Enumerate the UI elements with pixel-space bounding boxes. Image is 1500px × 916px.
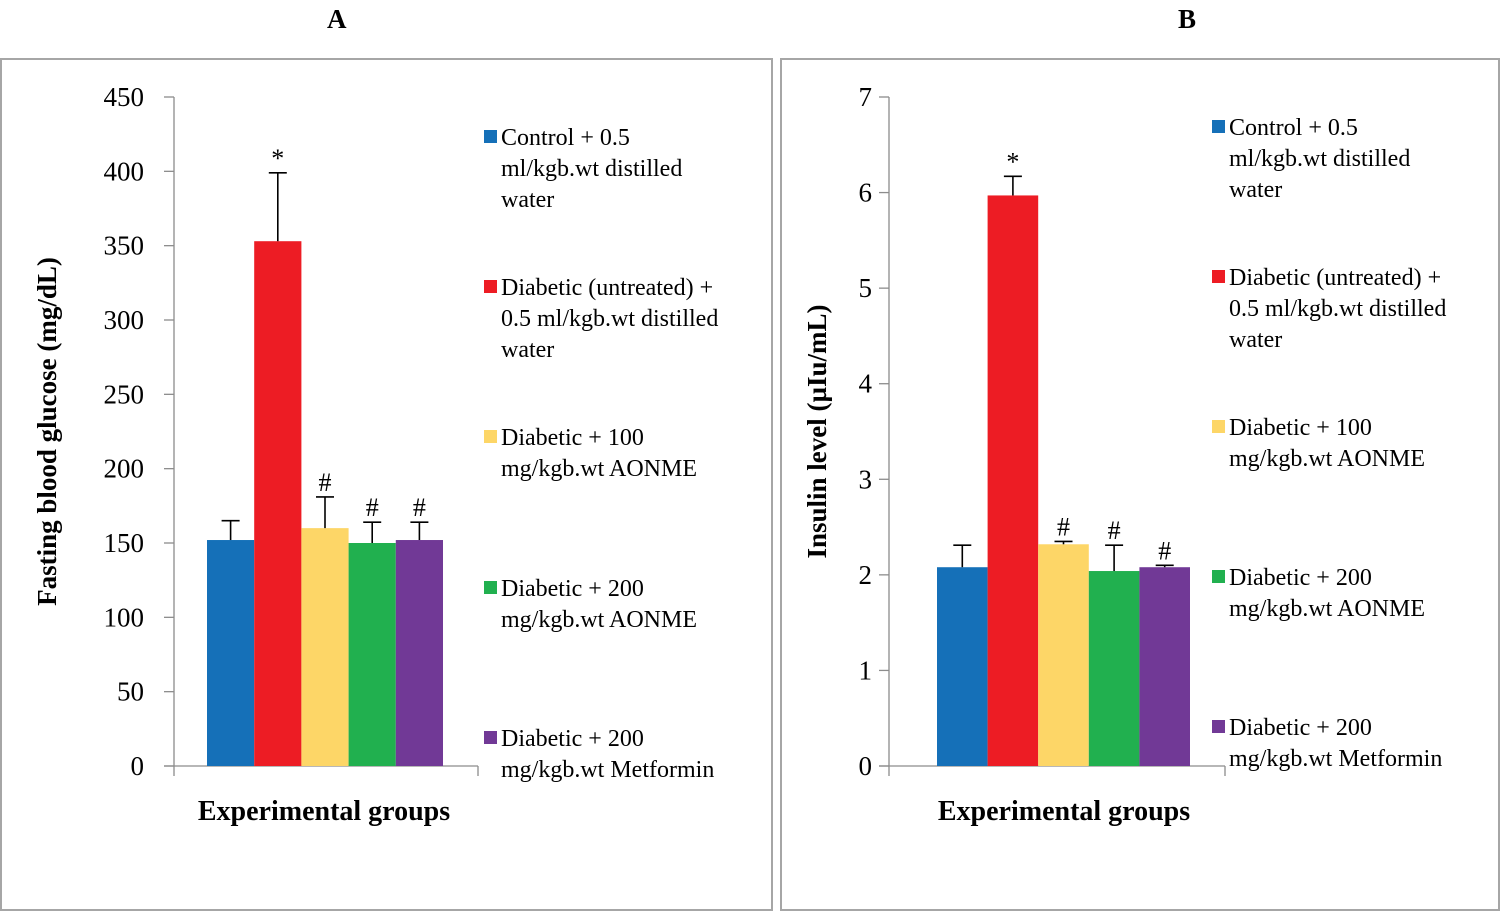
- y-tick-label: 0: [859, 751, 873, 781]
- bar-diabetic: [254, 241, 302, 766]
- bar-diabetic: [987, 195, 1039, 766]
- bar-aonme200: [348, 543, 396, 766]
- legend-swatch-diabetic: [1212, 270, 1225, 283]
- panel-letter-a: A: [327, 4, 347, 34]
- bar-aonme100: [1038, 544, 1089, 766]
- significance-marker: #: [1158, 536, 1171, 565]
- bar-metformin: [1139, 567, 1190, 766]
- y-tick-label: 4: [859, 369, 873, 399]
- y-tick-label: 0: [131, 751, 145, 781]
- legend-label: water: [1229, 327, 1282, 353]
- bar-chart-b: 0 1 2 3 4 5 6 7 Insulin level (µIu/mL) Experiment…: [802, 82, 1446, 827]
- legend-label: Control + 0.5: [1229, 115, 1358, 141]
- legend-label: Diabetic (untreated) +: [1229, 265, 1441, 291]
- legend-label: water: [1229, 177, 1282, 203]
- bar-metformin: [395, 540, 443, 766]
- y-tick-label: 450: [104, 82, 145, 112]
- legend-label: Diabetic + 200: [501, 576, 644, 602]
- significance-marker: #: [413, 493, 426, 522]
- legend-label: mg/kgb.wt AONME: [1229, 446, 1425, 472]
- legend-label: ml/kgb.wt distilled: [501, 156, 682, 182]
- legend-swatch-control: [484, 130, 497, 143]
- y-tick-label: 350: [104, 231, 145, 261]
- legend-label: Diabetic (untreated) +: [501, 275, 713, 301]
- y-tick-label: 3: [859, 464, 873, 494]
- legend-swatch-aonme100: [1212, 420, 1225, 433]
- legend-swatch-aonme200: [484, 581, 497, 594]
- legend-label: Control + 0.5: [501, 125, 630, 151]
- y-axis-title: Insulin level (µIu/mL): [802, 304, 832, 558]
- bar-control: [937, 567, 988, 766]
- significance-marker: *: [1006, 147, 1019, 176]
- chart-panel-a: 0 50 100 150 200 250 300 350 400 450 Fasting blood…: [0, 58, 773, 911]
- legend-label: mg/kgb.wt Metformin: [501, 757, 714, 783]
- bar-chart-a: 0 50 100 150 200 250 300 350 400 450 Fasting blood…: [32, 82, 718, 827]
- legend-label: ml/kgb.wt distilled: [1229, 146, 1410, 172]
- legend-label: Diabetic + 100: [501, 425, 644, 451]
- legend-label: 0.5 ml/kgb.wt distilled: [501, 306, 718, 332]
- y-tick-label: 100: [104, 602, 145, 632]
- legend-label: Diabetic + 200: [1229, 565, 1372, 591]
- y-tick-label: 50: [117, 677, 144, 707]
- y-tick-label: 5: [859, 273, 873, 303]
- y-tick-label: 400: [104, 156, 145, 186]
- legend-label: water: [501, 187, 554, 213]
- legend-label: Diabetic + 200: [501, 726, 644, 752]
- legend-label: mg/kgb.wt AONME: [501, 607, 697, 633]
- y-tick-label: 300: [104, 305, 145, 335]
- legend-label: mg/kgb.wt AONME: [1229, 596, 1425, 622]
- bar-aonme100: [301, 528, 349, 766]
- y-tick-label: 150: [104, 528, 145, 558]
- y-tick-label: 6: [859, 178, 873, 208]
- legend-label: Diabetic + 100: [1229, 415, 1372, 441]
- legend-swatch-metformin: [1212, 720, 1225, 733]
- y-tick-label: 2: [859, 560, 873, 590]
- panel-letter-b: B: [1178, 4, 1197, 34]
- legend-label: water: [501, 337, 554, 363]
- bar-aonme200: [1088, 571, 1140, 766]
- significance-marker: #: [319, 468, 332, 497]
- bar-control: [207, 540, 255, 766]
- legend-swatch-metformin: [484, 731, 497, 744]
- legend-swatch-diabetic: [484, 280, 497, 293]
- y-tick-label: 1: [859, 655, 873, 685]
- legend-label: Diabetic + 200: [1229, 715, 1372, 741]
- x-axis-title: Experimental groups: [938, 796, 1190, 827]
- legend-swatch-aonme200: [1212, 570, 1225, 583]
- legend-label: 0.5 ml/kgb.wt distilled: [1229, 296, 1446, 322]
- y-tick-label: 250: [104, 379, 145, 409]
- y-tick-label: 200: [104, 454, 145, 484]
- chart-panel-b: 0 1 2 3 4 5 6 7 Insulin level (µIu/mL) Experiment…: [780, 58, 1500, 911]
- y-tick-label: 7: [859, 82, 873, 112]
- x-axis-title: Experimental groups: [198, 796, 450, 827]
- legend-label: mg/kgb.wt AONME: [501, 456, 697, 482]
- legend-swatch-aonme100: [484, 430, 497, 443]
- significance-marker: *: [271, 144, 284, 173]
- significance-marker: #: [1108, 516, 1121, 545]
- legend-label: mg/kgb.wt Metformin: [1229, 746, 1442, 772]
- significance-marker: #: [366, 493, 379, 522]
- legend-swatch-control: [1212, 120, 1225, 133]
- y-axis-title: Fasting blood glucose (mg/dL): [32, 257, 62, 606]
- significance-marker: #: [1057, 512, 1070, 541]
